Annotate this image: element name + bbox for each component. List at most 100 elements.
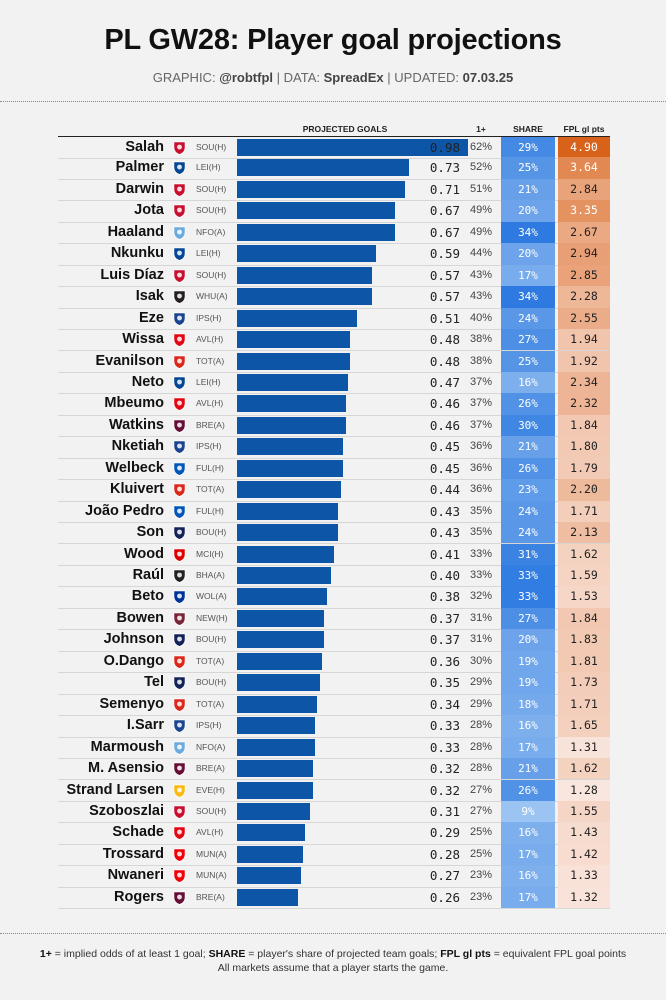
share-cell: 17% bbox=[501, 736, 555, 758]
goals-bar bbox=[237, 438, 344, 456]
fixture-label: SOU(H) bbox=[196, 183, 227, 194]
chelsea-crest-icon bbox=[172, 375, 187, 390]
arsenal-crest-icon bbox=[172, 868, 187, 884]
odds-value: 40% bbox=[469, 311, 492, 324]
goals-value: 0.51 bbox=[429, 310, 460, 326]
footer-share-key: SHARE bbox=[208, 948, 246, 960]
goals-bar bbox=[237, 266, 372, 284]
fixture-label: TOT(A) bbox=[196, 698, 225, 709]
goals-bar bbox=[237, 888, 299, 906]
fpl-points-cell: 1.32 bbox=[558, 886, 610, 909]
fpl-points-cell: 4.90 bbox=[558, 137, 610, 159]
data-label: DATA: bbox=[283, 70, 321, 85]
share-cell: 19% bbox=[501, 650, 555, 673]
player-name: Palmer bbox=[115, 159, 164, 176]
table-row: Eze IPS(H) 0.51 40% 24% 2.55 bbox=[58, 307, 610, 330]
fixture-label: BRE(A) bbox=[196, 763, 225, 774]
subtitle: GRAPHIC: @robtfpl | DATA: SpreadEx | UPD… bbox=[0, 70, 666, 85]
goals-bar bbox=[237, 738, 315, 756]
goals-value: 0.35 bbox=[429, 675, 460, 691]
goals-value: 0.34 bbox=[429, 696, 460, 712]
fpl-points-cell: 1.62 bbox=[558, 543, 610, 565]
goals-value: 0.36 bbox=[429, 653, 460, 669]
player-name: Isak bbox=[135, 288, 164, 305]
footer-line-1: 1+ = implied odds of at least 1 goal; SH… bbox=[0, 947, 666, 961]
share-cell: 26% bbox=[501, 457, 555, 480]
share-cell: 25% bbox=[501, 157, 555, 179]
goals-bar bbox=[237, 781, 313, 799]
fpl-points-cell: 1.42 bbox=[558, 843, 610, 866]
top-divider bbox=[0, 101, 666, 102]
goals-value: 0.41 bbox=[429, 546, 460, 562]
brighton-crest-icon bbox=[172, 461, 187, 476]
odds-value: 37% bbox=[469, 418, 492, 431]
player-name: Szoboszlai bbox=[89, 802, 164, 819]
goals-value: 0.32 bbox=[429, 782, 460, 798]
fixture-label: IPS(H) bbox=[196, 720, 222, 731]
fpl-points-cell: 1.55 bbox=[558, 800, 610, 823]
fpl-points-cell: 1.43 bbox=[558, 822, 610, 844]
aston-villa-crest-icon bbox=[172, 890, 187, 905]
share-cell: 31% bbox=[501, 543, 555, 565]
fpl-points-cell: 1.33 bbox=[558, 865, 610, 887]
share-cell: 26% bbox=[501, 779, 555, 801]
updated-date: 07.03.25 bbox=[462, 70, 514, 85]
man-city-crest-icon bbox=[172, 740, 187, 755]
table-row: Nkunku LEI(H) 0.59 44% 20% 2.94 bbox=[58, 243, 610, 266]
goals-bar bbox=[237, 331, 351, 349]
fpl-points-cell: 1.28 bbox=[558, 779, 610, 801]
table-row: Semenyo TOT(A) 0.34 29% 18% 1.71 bbox=[58, 693, 610, 717]
fixture-label: SOU(H) bbox=[196, 805, 227, 816]
goals-bar bbox=[237, 416, 346, 434]
table-row: Wissa AVL(H) 0.48 38% 27% 1.94 bbox=[58, 329, 610, 352]
goals-value: 0.40 bbox=[429, 568, 460, 583]
wolves-crest-icon bbox=[172, 783, 187, 798]
fixture-label: WOL(A) bbox=[196, 591, 227, 602]
footer-odds-text: = implied odds of at least 1 goal; bbox=[51, 948, 209, 960]
bournemouth-crest-icon bbox=[172, 482, 187, 498]
goals-bar bbox=[237, 824, 306, 842]
fixture-label: NFO(A) bbox=[196, 741, 226, 752]
page-title: PL GW28: Player goal projections bbox=[104, 24, 562, 56]
column-header-odds: 1+ bbox=[476, 124, 486, 134]
fixture-label: NEW(H) bbox=[196, 612, 228, 623]
share-cell: 9% bbox=[501, 800, 555, 823]
odds-value: 29% bbox=[469, 676, 492, 689]
bournemouth-crest-icon bbox=[172, 697, 187, 712]
player-name: I.Sarr bbox=[126, 717, 164, 734]
player-name: Marmoush bbox=[90, 738, 164, 755]
goals-bar bbox=[237, 139, 469, 156]
table-row: I.Sarr IPS(H) 0.33 28% 16% 1.65 bbox=[58, 715, 610, 738]
table-row: Marmoush NFO(A) 0.33 28% 17% 1.31 bbox=[58, 736, 610, 759]
player-name: Kluivert bbox=[110, 481, 164, 498]
liverpool-crest-icon bbox=[172, 268, 187, 283]
fixture-label: FUL(H) bbox=[196, 505, 224, 516]
goals-bar bbox=[237, 502, 339, 520]
fixture-label: EVE(H) bbox=[196, 784, 225, 795]
share-cell: 20% bbox=[501, 629, 555, 651]
goals-bar bbox=[237, 717, 315, 735]
share-cell: 26% bbox=[501, 393, 555, 415]
west-ham-crest-icon bbox=[172, 611, 187, 626]
share-cell: 19% bbox=[501, 672, 555, 694]
odds-value: 49% bbox=[469, 225, 492, 238]
odds-value: 31% bbox=[469, 633, 492, 646]
column-header-fpl: FPL gl pts bbox=[563, 124, 605, 134]
fpl-points-cell: 2.94 bbox=[558, 243, 610, 265]
fixture-label: BOU(H) bbox=[196, 677, 227, 688]
table-row: Nwaneri MUN(A) 0.27 23% 16% 1.33 bbox=[58, 865, 610, 888]
fixture-label: MUN(A) bbox=[196, 848, 227, 859]
fixture-label: AVL(H) bbox=[196, 398, 224, 409]
player-name: Mbeumo bbox=[104, 395, 164, 412]
share-cell: 25% bbox=[501, 350, 555, 372]
fpl-points-cell: 2.84 bbox=[558, 178, 610, 201]
fixture-label: LEI(H) bbox=[196, 248, 221, 259]
updated-label: UPDATED: bbox=[394, 70, 460, 85]
table-row: Kluivert TOT(A) 0.44 36% 23% 2.20 bbox=[58, 479, 610, 502]
player-name: Raúl bbox=[132, 567, 164, 583]
odds-value: 51% bbox=[469, 182, 492, 195]
man-city-crest-icon bbox=[172, 225, 187, 240]
goals-value: 0.31 bbox=[429, 803, 460, 819]
brentford-crest-icon bbox=[172, 332, 187, 347]
player-name: Semenyo bbox=[99, 695, 164, 712]
